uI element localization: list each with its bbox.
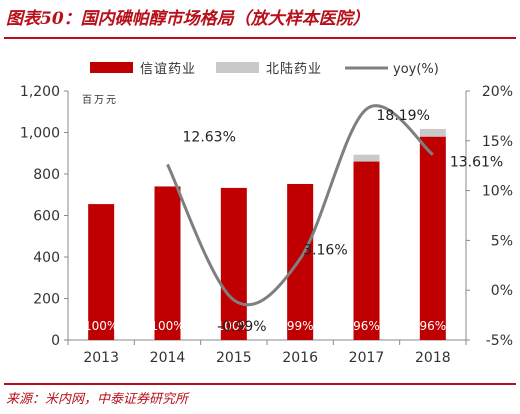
legend-label-yoy: yoy(%) (393, 62, 439, 77)
y-right-tick-label: -5% (486, 333, 513, 349)
y-left-tick-label: 400 (33, 250, 60, 266)
legend-label-xinyi: 信谊药业 (140, 62, 196, 77)
bar-xinyi (287, 183, 314, 340)
y-right-tick-label: 15% (482, 134, 513, 150)
share-label: 99% (287, 319, 314, 333)
yoy-data-label: 12.63% (183, 129, 236, 145)
legend-label-beilu: 北陆药业 (266, 61, 322, 77)
y-left-tick-label: 800 (33, 167, 60, 183)
axes: 0 200 400 600 800 1,000 1,200 -5% 0% 5% 10% 15% 20% 2… (20, 84, 513, 366)
share-label: 100% (150, 319, 184, 333)
y-right-tick-label: 5% (491, 233, 513, 249)
bar-xinyi (88, 204, 115, 340)
yoy-data-label: -0.99% (217, 319, 267, 335)
y-left-tick-label: 1,200 (20, 84, 60, 100)
bar-xinyi (353, 161, 380, 340)
y-right-tick-label: 10% (482, 184, 513, 200)
yoy-data-label: 13.61% (450, 155, 503, 171)
x-tick-label: 2015 (216, 350, 252, 366)
y-left-tick-label: 200 (33, 292, 60, 308)
bar-xinyi (154, 186, 181, 340)
unit-label: 百万元 (82, 94, 118, 106)
x-tick-label: 2016 (282, 350, 318, 366)
bar-xinyi (220, 187, 247, 340)
y-right-tick-label: 20% (482, 84, 513, 100)
legend-swatch-xinyi (90, 62, 133, 73)
y-left-tick-label: 0 (51, 333, 60, 349)
yoy-line-group: 12.63% -0.99% 3.16% 18.19% 13.61% (166, 104, 503, 335)
share-label: 100% (84, 319, 118, 333)
y-right-tick-label: 0% (491, 283, 513, 299)
yoy-line (166, 104, 434, 307)
x-tick-label: 2014 (150, 350, 186, 366)
bar-beilu (353, 154, 380, 162)
share-label: 100% (217, 319, 251, 333)
title-rule (4, 37, 516, 39)
source-rule (4, 383, 516, 385)
source-note: 来源：米内网，中泰证券研究所 (6, 392, 189, 407)
chart-title: 图表50：国内碘帕醇市场格局（放大样本医院） (6, 9, 370, 29)
y-left-tick-label: 600 (33, 209, 60, 225)
x-tick-label: 2013 (83, 350, 119, 366)
yoy-data-label: 18.19% (377, 108, 430, 124)
yoy-data-label: 3.16% (303, 243, 347, 259)
bar-beilu (419, 128, 446, 137)
x-tick-label: 2017 (349, 350, 385, 366)
chart-legend: 信谊药业 北陆药业 yoy(%) (90, 61, 439, 77)
legend-swatch-beilu (216, 62, 259, 73)
x-tick-label: 2018 (415, 350, 451, 366)
bar-xinyi (419, 136, 446, 340)
bars: 100% 100% 100% 99% 96% 96% (84, 128, 446, 340)
share-label: 96% (419, 319, 446, 333)
share-label: 96% (353, 319, 380, 333)
y-left-tick-label: 1,000 (20, 126, 60, 142)
